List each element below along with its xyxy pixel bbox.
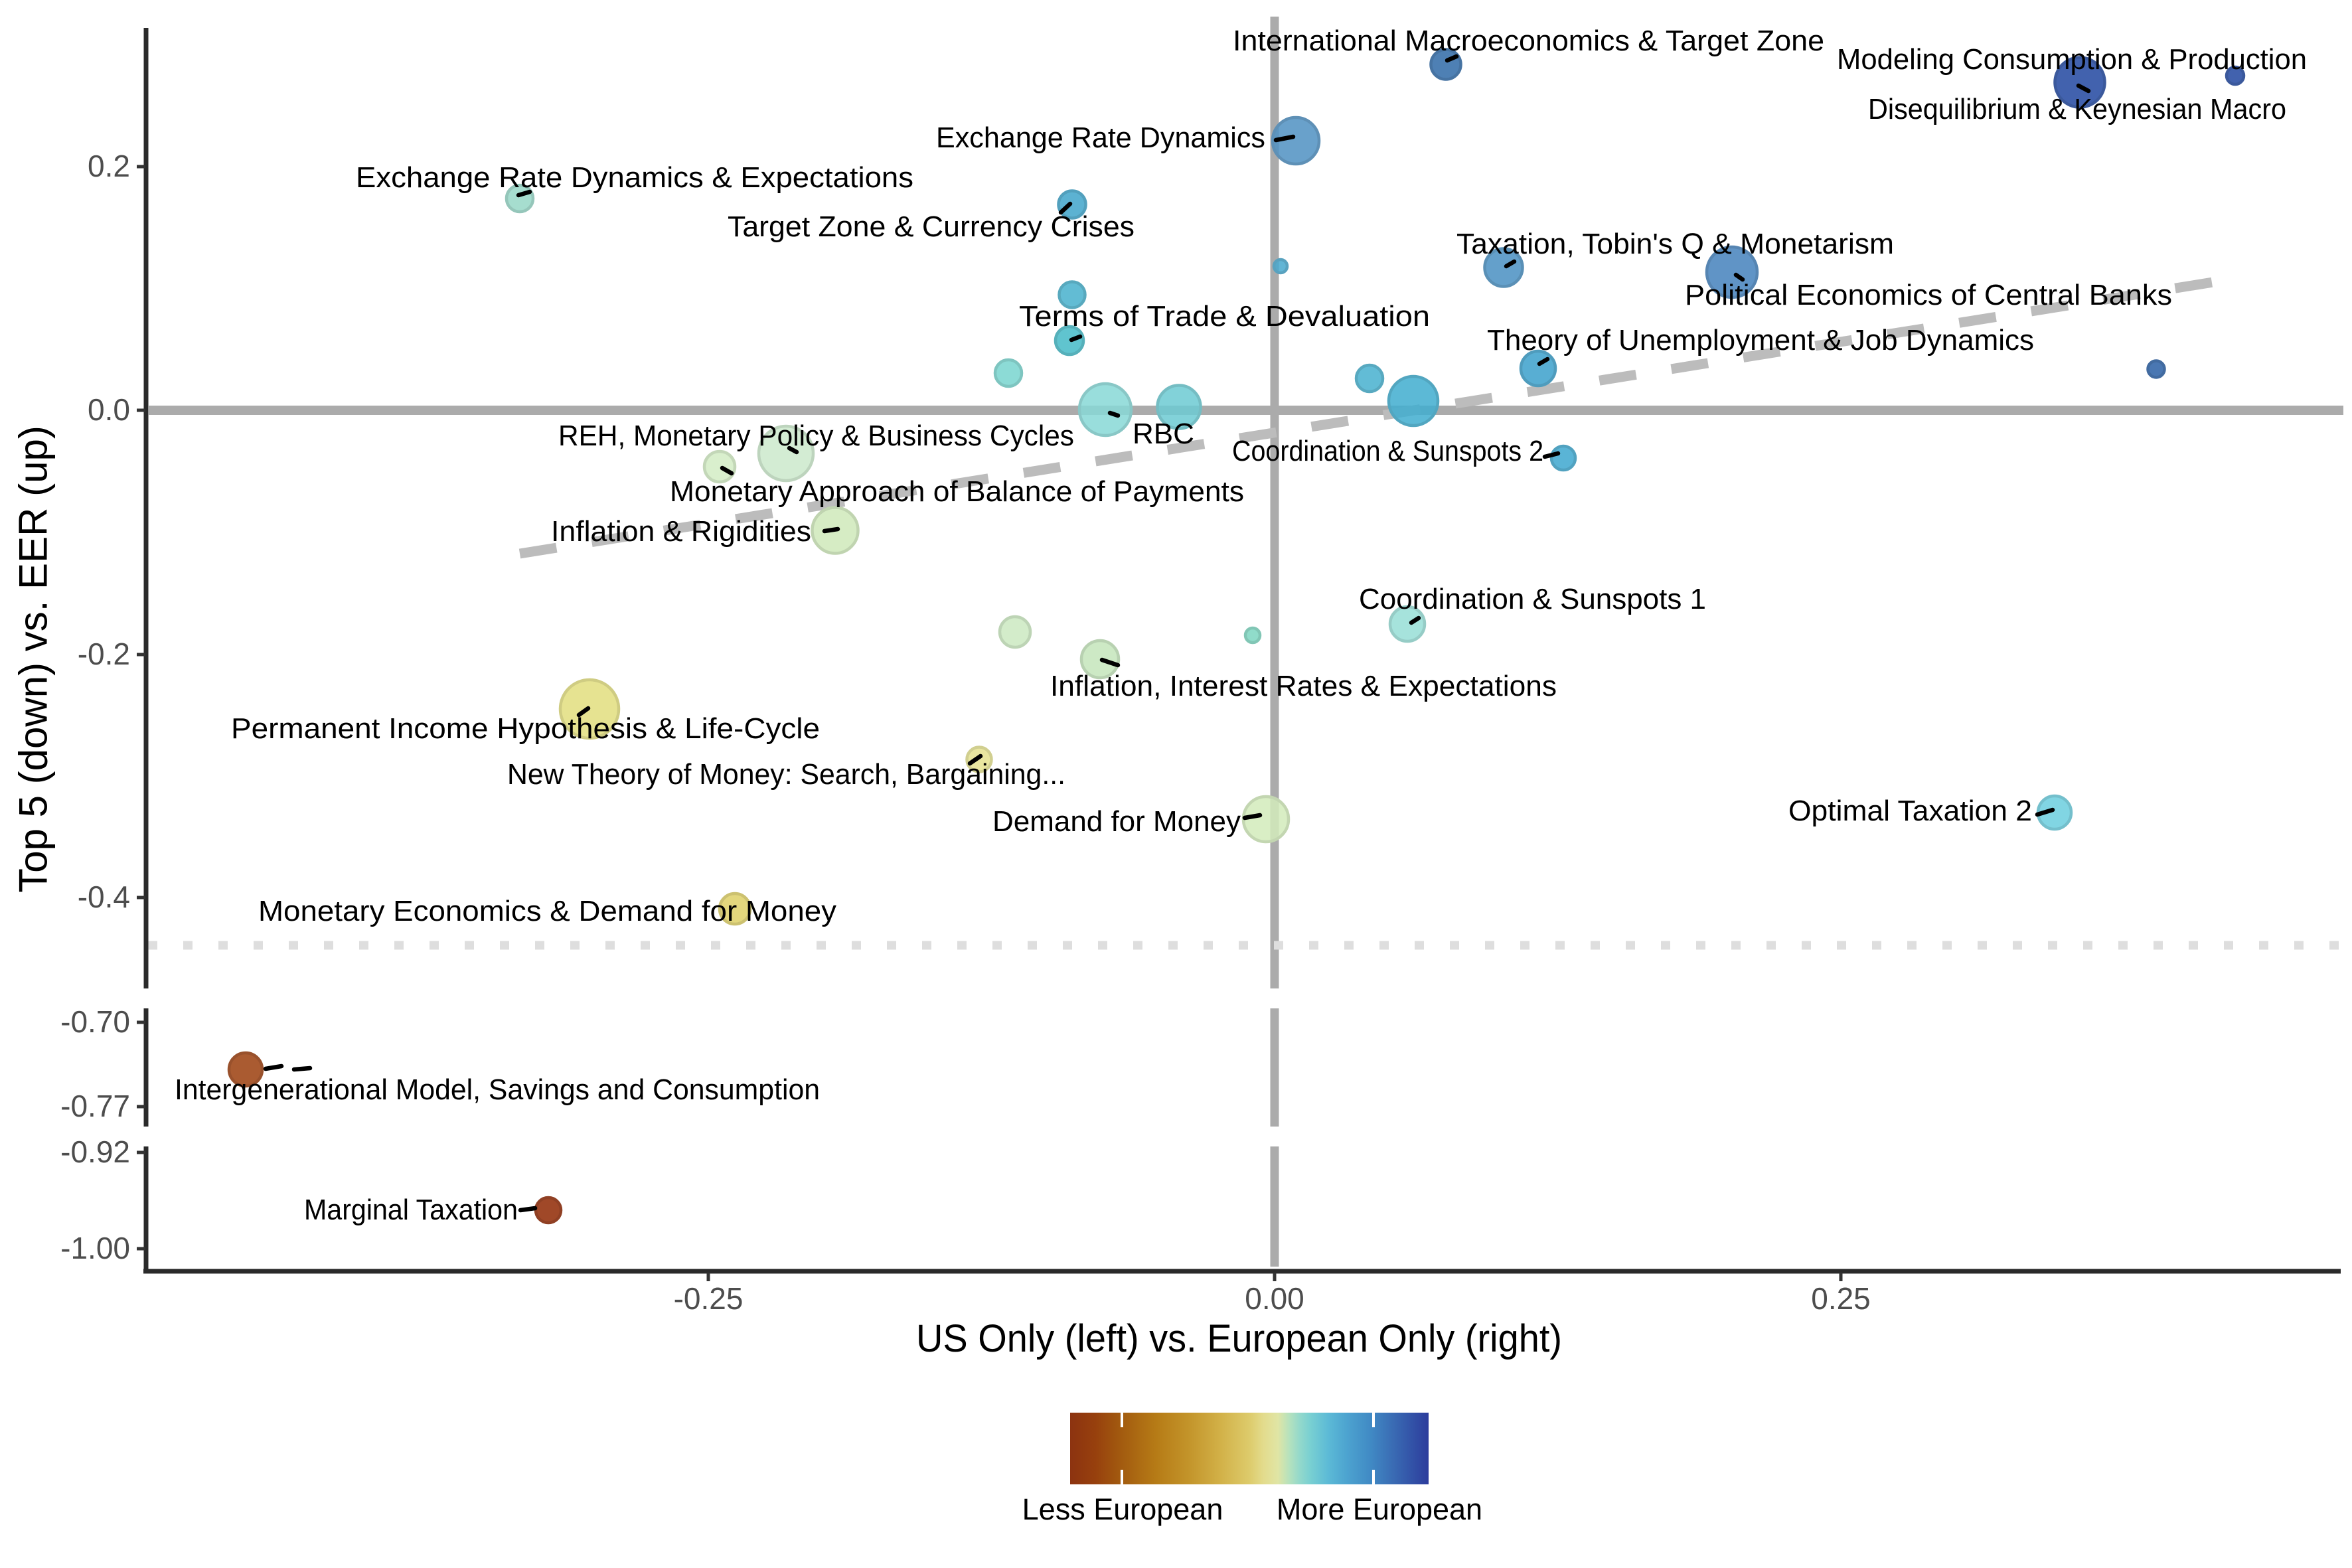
svg-text:REH, Monetary Policy & Busines: REH, Monetary Policy & Business Cycles [558,420,1074,452]
svg-text:Exchange Rate Dynamics & Expec: Exchange Rate Dynamics & Expectations [356,161,913,194]
svg-text:Monetary Economics & Demand fo: Monetary Economics & Demand for Money [258,895,836,927]
svg-text:International Macroeconomics &: International Macroeconomics & Target Zo… [1233,25,1824,57]
svg-text:-0.25: -0.25 [674,1281,744,1316]
svg-text:Target Zone & Currency Crises: Target Zone & Currency Crises [728,210,1135,243]
svg-text:Monetary Approach of Balance o: Monetary Approach of Balance of Payments [670,475,1244,508]
svg-text:Disequilibrium & Keynesian Mac: Disequilibrium & Keynesian Macro [1868,93,2286,125]
svg-text:RBC: RBC [1133,418,1194,450]
svg-text:Modeling Consumption & Product: Modeling Consumption & Production [1837,43,2307,76]
svg-text:Inflation & Rigidities: Inflation & Rigidities [551,515,811,548]
svg-text:0.00: 0.00 [1245,1281,1304,1316]
svg-text:-1.00: -1.00 [60,1231,130,1265]
svg-text:0.0: 0.0 [88,392,130,427]
svg-text:0.2: 0.2 [88,149,130,183]
svg-text:Political Economics of Central: Political Economics of Central Banks [1685,279,2172,311]
svg-text:Exchange Rate Dynamics: Exchange Rate Dynamics [936,121,1265,154]
svg-text:-0.70: -0.70 [60,1004,130,1039]
svg-text:Demand for Money: Demand for Money [992,805,1241,838]
svg-text:Intergenerational Model, Savin: Intergenerational Model, Savings and Con… [175,1073,820,1106]
svg-text:Terms of Trade & Devaluation: Terms of Trade & Devaluation [1019,300,1430,333]
svg-text:Taxation, Tobin's Q & Monetari: Taxation, Tobin's Q & Monetarism [1456,228,1894,260]
svg-text:Theory of Unemployment & Job D: Theory of Unemployment & Job Dynamics [1487,324,2034,356]
svg-text:Permanent Income Hypothesis &: Permanent Income Hypothesis & Life-Cycle [231,712,820,745]
svg-text:0.25: 0.25 [1811,1281,1871,1316]
svg-text:-0.92: -0.92 [60,1135,130,1169]
svg-text:Marginal Taxation: Marginal Taxation [304,1194,518,1226]
svg-text:More European: More European [1277,1492,1482,1526]
svg-text:Inflation, Interest Rates & Ex: Inflation, Interest Rates & Expectations [1050,670,1557,702]
svg-text:-0.4: -0.4 [78,880,130,914]
svg-text:-0.77: -0.77 [60,1089,130,1123]
svg-text:-0.2: -0.2 [78,637,130,671]
svg-text:Coordination & Sunspots 2: Coordination & Sunspots 2 [1232,435,1543,467]
svg-text:New Theory of Money: Search, B: New Theory of Money: Search, Bargaining.… [507,758,1065,791]
svg-text:US Only (left) vs. European On: US Only (left) vs. European Only (right) [916,1317,1562,1360]
svg-text:Less European: Less European [1022,1492,1223,1526]
svg-text:Top 5 (down) vs. EER (up): Top 5 (down) vs. EER (up) [11,426,56,893]
svg-text:Coordination & Sunspots 1: Coordination & Sunspots 1 [1359,583,1706,615]
svg-text:Optimal Taxation 2: Optimal Taxation 2 [1788,795,2032,827]
